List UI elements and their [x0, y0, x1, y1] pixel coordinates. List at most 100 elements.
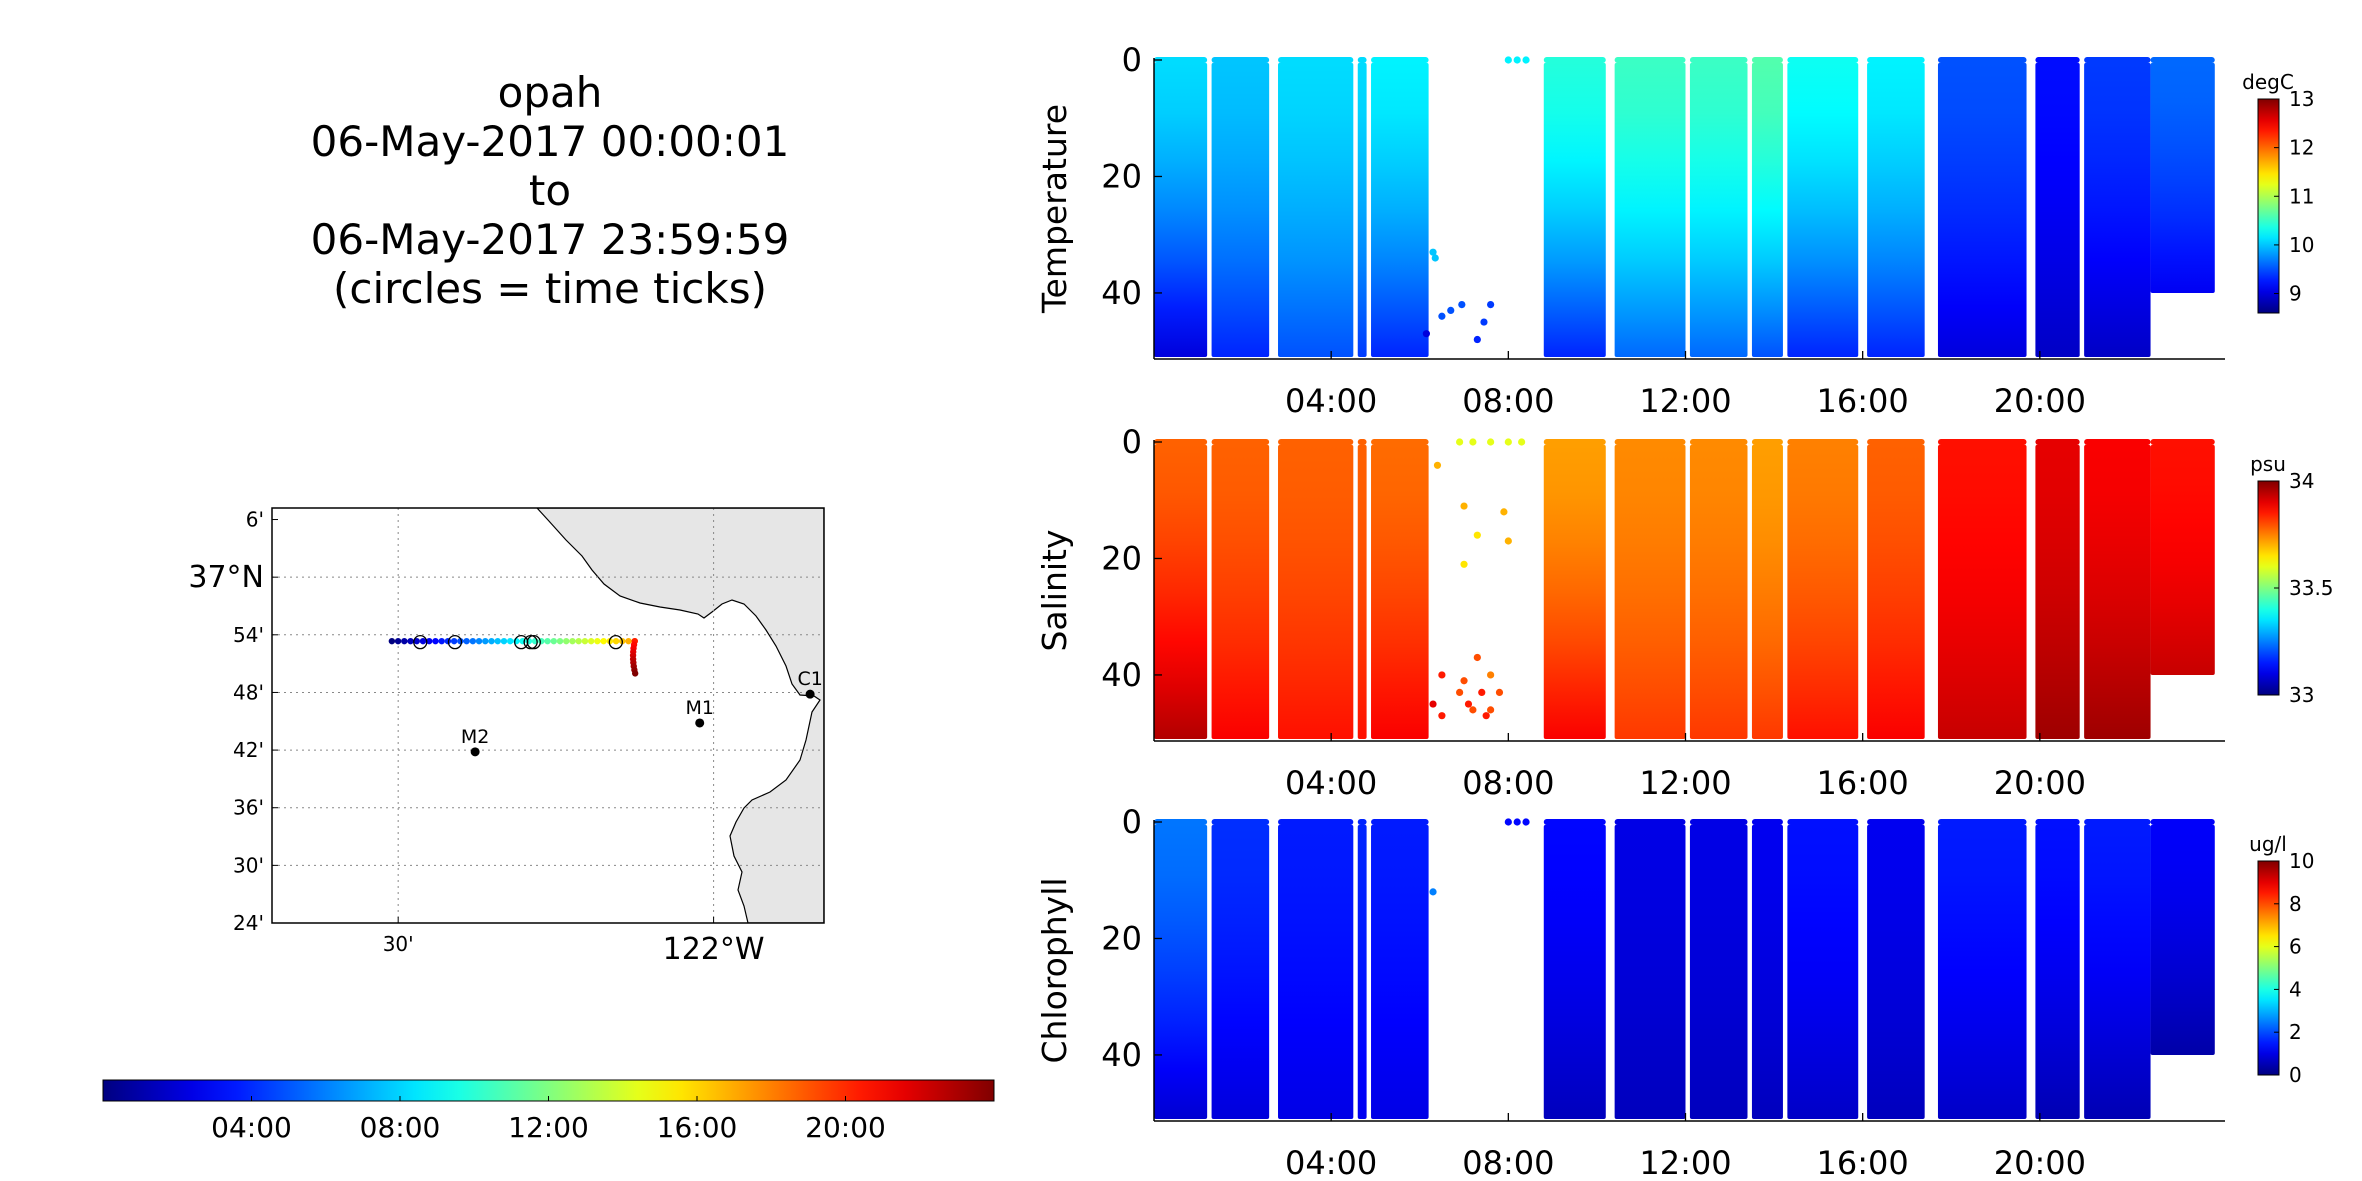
track-point [581, 637, 589, 645]
map-lat-label: 42' [233, 738, 264, 762]
profile-surface [1357, 819, 1367, 825]
value-colorbar [2257, 860, 2280, 1076]
colorbar-tick-label: 9 [2289, 282, 2302, 306]
y-tick-label: 20 [1101, 157, 1142, 195]
data-point [1469, 438, 1477, 446]
track-point [426, 637, 433, 645]
profile-group [1787, 824, 1859, 1119]
colorbar-tick-label: 0 [2289, 1063, 2302, 1087]
map-panel: 6' 37°N 54' 48' 42' 36' 30' 24' 30' 122°W M1 M2 C1 [188, 507, 825, 967]
track-point [550, 637, 557, 645]
map-lat-label: 36' [233, 796, 264, 820]
data-point [1438, 712, 1446, 720]
data-point [1438, 312, 1446, 320]
data-point [1431, 254, 1439, 262]
map-lat-label: 37°N [188, 560, 264, 595]
title-line-3: to [528, 166, 572, 215]
profile-group [1211, 824, 1270, 1119]
y-axis-label: Temperature [1035, 104, 1074, 314]
colorbar-tick-label: 10 [2289, 233, 2314, 257]
track-point [475, 637, 483, 645]
x-tick-label: 20:00 [1994, 764, 2086, 802]
x-tick-label: 04:00 [1285, 764, 1377, 802]
data-point [1480, 318, 1488, 326]
profile-group [1211, 62, 1270, 357]
data-point [1464, 700, 1473, 708]
profile-group [1371, 824, 1429, 1119]
profile-group [1867, 62, 1925, 357]
profile-surface [1787, 819, 1859, 825]
profile-group [2035, 824, 2080, 1119]
time-tick-circle [413, 634, 428, 650]
profile-surface [2084, 57, 2151, 63]
x-tick-label: 04:00 [1285, 382, 1377, 420]
y-tick-label: 0 [1122, 423, 1142, 461]
x-tick-label: 04:00 [1285, 1144, 1377, 1181]
data-point [1500, 508, 1508, 516]
data-point [1487, 438, 1495, 446]
profile-surface [1867, 819, 1925, 825]
data-point [1487, 300, 1495, 309]
track-point [575, 637, 582, 645]
profile-group [1278, 444, 1354, 739]
profile-group [1371, 444, 1429, 739]
time-tick-circle [523, 634, 538, 650]
data-point [1473, 653, 1481, 662]
station-marker [805, 689, 815, 699]
data-point [1473, 531, 1481, 539]
data-point [1487, 671, 1495, 679]
profile-surface [1278, 819, 1354, 825]
map-lat-label: 48' [233, 680, 264, 704]
data-point [1456, 688, 1464, 697]
map-lat-label: 24' [233, 911, 264, 935]
profile-group [1751, 824, 1783, 1119]
track-point [432, 637, 439, 645]
profile-surface [1937, 57, 2027, 63]
profile-group [2084, 62, 2151, 357]
profile-group [1787, 62, 1859, 357]
data-point [1460, 502, 1468, 510]
profile-surface [1937, 439, 2027, 445]
data-point [1473, 335, 1481, 344]
profile-group [1543, 62, 1606, 357]
x-tick-label: 16:00 [1817, 764, 1909, 802]
profile-surface [1371, 819, 1429, 825]
data-point [1504, 818, 1512, 826]
track-point [569, 637, 576, 645]
track-point [394, 637, 402, 645]
colorbar-units-label: degC [2242, 70, 2294, 94]
colorbar-tick-label: 13 [2289, 87, 2314, 111]
track-point [469, 637, 477, 645]
profile-group [1614, 444, 1686, 739]
profile-group [1154, 444, 1208, 739]
y-axis-label: Salinity [1035, 529, 1074, 651]
time-colorbar-label: 08:00 [360, 1111, 441, 1144]
profile-surface [1614, 57, 1686, 63]
data-point [1504, 438, 1512, 446]
time-colorbar-label: 16:00 [657, 1111, 738, 1144]
profile-surface [2150, 439, 2215, 445]
profile-group [1278, 62, 1354, 357]
data-point [1438, 671, 1446, 679]
profile-surface [1357, 57, 1367, 63]
profile-group [1357, 62, 1367, 357]
y-axis-label: Chlorophyll [1035, 877, 1074, 1063]
profile-group [1278, 824, 1354, 1119]
value-colorbar [2257, 98, 2280, 314]
track-point [407, 637, 414, 645]
colorbar-units-label: ug/l [2249, 832, 2287, 856]
profile-group [1867, 824, 1925, 1119]
data-point [1504, 537, 1512, 545]
x-tick-label: 08:00 [1462, 382, 1554, 420]
profile-group [1689, 444, 1748, 739]
y-tick-label: 0 [1122, 803, 1142, 841]
colorbar-units-label: psu [2250, 452, 2286, 476]
profile-group [1867, 444, 1925, 739]
map-land [536, 508, 824, 923]
colorbar-tick-label: 4 [2289, 977, 2302, 1001]
station-label: M2 [461, 726, 489, 748]
track-point [631, 670, 639, 677]
track-point [482, 637, 489, 645]
colorbar-tick-label: 8 [2289, 892, 2302, 916]
profile-surface [2150, 819, 2215, 825]
